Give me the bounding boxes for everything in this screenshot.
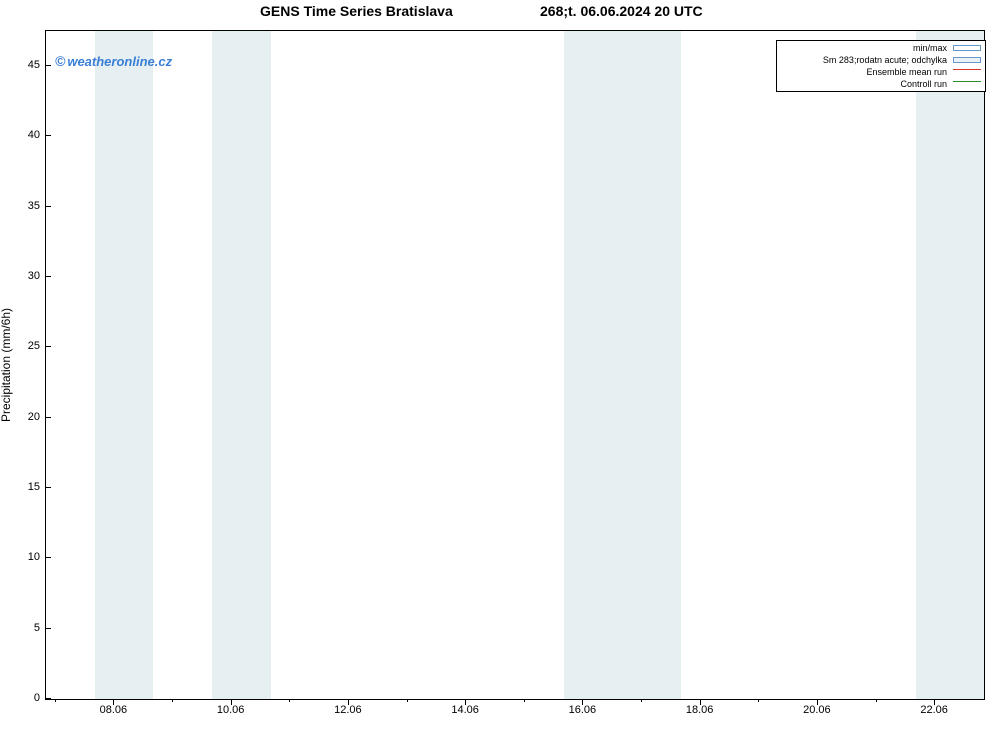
- legend-label: Sm 283;rodatn acute; odchylka: [823, 55, 947, 65]
- y-axis-label: Precipitation (mm/6h): [0, 308, 13, 422]
- xtick-mark: [465, 699, 466, 705]
- xtick-minor: [289, 699, 290, 702]
- xtick-minor: [524, 699, 525, 702]
- legend-label: min/max: [913, 43, 947, 53]
- chart-container: GENS Time Series Bratislava 268;t. 06.06…: [0, 0, 1000, 733]
- xtick-minor: [172, 699, 173, 702]
- legend-line: [953, 81, 981, 82]
- xtick-label: 22.06: [920, 704, 948, 716]
- legend-label: Ensemble mean run: [866, 67, 947, 77]
- ytick-label: 45: [5, 59, 40, 71]
- xtick-mark: [231, 699, 232, 705]
- ytick-label: 40: [5, 129, 40, 141]
- xtick-minor: [407, 699, 408, 702]
- ytick-mark: [45, 698, 51, 699]
- ytick-mark: [45, 206, 51, 207]
- xtick-label: 16.06: [569, 704, 597, 716]
- shade-band: [95, 31, 154, 699]
- xtick-mark: [817, 699, 818, 705]
- watermark-text: weatheronline.cz: [67, 54, 172, 69]
- plot-area: ©weatheronline.cz: [45, 30, 985, 700]
- ytick-label: 20: [5, 411, 40, 423]
- ytick-label: 10: [5, 551, 40, 563]
- ytick-label: 35: [5, 200, 40, 212]
- ytick-mark: [45, 276, 51, 277]
- title-left: GENS Time Series Bratislava: [260, 3, 453, 19]
- legend-item: Controll run: [900, 79, 981, 89]
- xtick-label: 12.06: [334, 704, 362, 716]
- ytick-label: 30: [5, 270, 40, 282]
- shade-band: [564, 31, 681, 699]
- xtick-minor: [55, 699, 56, 702]
- ytick-mark: [45, 557, 51, 558]
- ytick-mark: [45, 346, 51, 347]
- watermark: ©weatheronline.cz: [55, 53, 172, 69]
- legend-item: Sm 283;rodatn acute; odchylka: [823, 55, 981, 65]
- xtick-mark: [113, 699, 114, 705]
- legend-line: [953, 69, 981, 70]
- xtick-mark: [582, 699, 583, 705]
- xtick-minor: [876, 699, 877, 702]
- legend-label: Controll run: [900, 79, 947, 89]
- copyright-icon: ©: [55, 53, 65, 69]
- xtick-minor: [758, 699, 759, 702]
- xtick-mark: [348, 699, 349, 705]
- ytick-label: 5: [5, 622, 40, 634]
- shade-band: [212, 31, 271, 699]
- legend-swatch: [953, 57, 981, 63]
- xtick-label: 18.06: [686, 704, 714, 716]
- xtick-mark: [934, 699, 935, 705]
- legend-item: min/max: [913, 43, 981, 53]
- legend: min/max Sm 283;rodatn acute; odchylka Ense…: [776, 40, 986, 92]
- title-right: 268;t. 06.06.2024 20 UTC: [540, 3, 703, 19]
- xtick-mark: [700, 699, 701, 705]
- ytick-mark: [45, 487, 51, 488]
- ytick-mark: [45, 135, 51, 136]
- legend-swatch: [953, 45, 981, 51]
- shade-band: [916, 31, 984, 699]
- ytick-mark: [45, 628, 51, 629]
- ytick-label: 0: [5, 692, 40, 704]
- ytick-mark: [45, 417, 51, 418]
- xtick-label: 20.06: [803, 704, 831, 716]
- ytick-label: 15: [5, 481, 40, 493]
- ytick-mark: [45, 65, 51, 66]
- xtick-minor: [641, 699, 642, 702]
- legend-item: Ensemble mean run: [866, 67, 981, 77]
- xtick-label: 14.06: [451, 704, 479, 716]
- xtick-label: 10.06: [217, 704, 245, 716]
- ytick-label: 25: [5, 340, 40, 352]
- xtick-label: 08.06: [100, 704, 128, 716]
